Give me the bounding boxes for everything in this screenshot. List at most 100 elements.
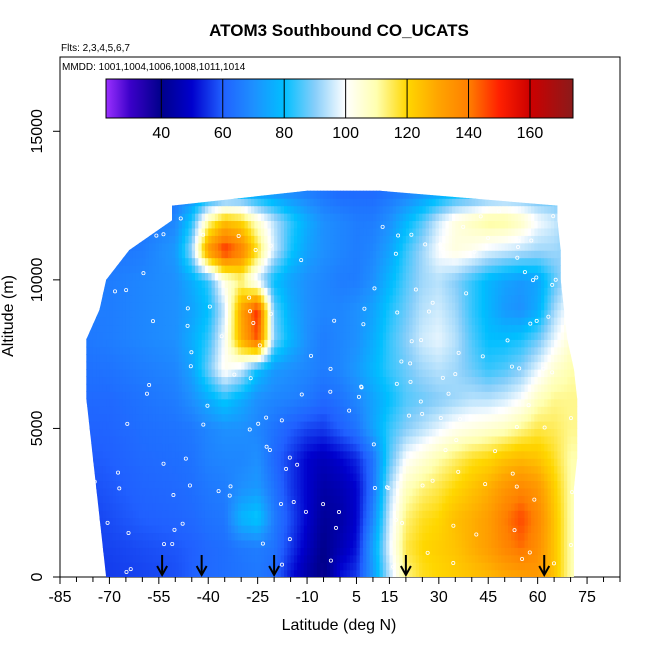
heatmap-cell [221,443,226,452]
heatmap-cell [412,346,417,355]
heatmap-cell [399,398,404,407]
heatmap-cell [353,391,358,400]
heatmap-cell [570,473,575,482]
heatmap-cell [297,502,302,511]
heatmap-cell [290,331,295,340]
heatmap-cell [211,495,216,504]
heatmap-cell [488,525,493,534]
heatmap-cell [481,361,486,370]
heatmap-cell [475,487,479,496]
heatmap-cell [303,361,308,370]
heatmap-cell [382,510,387,519]
heatmap-cell [340,473,344,482]
heatmap-cell [125,413,130,422]
heatmap-cell [356,502,361,511]
heatmap-cell [251,369,255,378]
heatmap-cell [379,517,384,526]
heatmap-cell [195,532,199,541]
heatmap-cell [316,331,321,340]
heatmap-cell [527,443,532,452]
heatmap-cell [142,413,147,422]
heatmap-cell [346,331,351,340]
heatmap-cell [201,406,206,415]
heatmap-cell [363,554,367,563]
heatmap-cell [142,443,147,452]
heatmap-cell [251,435,255,444]
heatmap-cell [181,480,186,489]
heatmap-cell [353,450,358,459]
heatmap-cell [359,369,364,378]
heatmap-cell [573,391,578,400]
heatmap-cell [297,406,302,415]
heatmap-cell [135,428,140,437]
heatmap-cell [277,465,282,474]
heatmap-cell [320,406,325,415]
heatmap-cell [442,339,447,348]
heatmap-cell [330,547,335,556]
heatmap-cell [501,495,506,504]
heatmap-cell [175,487,180,496]
heatmap-cell [155,450,160,459]
heatmap-cell [165,391,170,400]
heatmap-cell [267,331,272,340]
heatmap-cell [452,450,456,459]
heatmap-cell [158,443,163,452]
heatmap-cell [554,525,559,534]
heatmap-cell [241,495,246,504]
heatmap-cell [399,339,404,348]
heatmap-cell [139,510,143,519]
heatmap-cell [185,473,190,482]
heatmap-cell [435,487,440,496]
heatmap-cell [333,376,338,385]
heatmap-cell [468,413,473,422]
heatmap-cell [471,413,476,422]
heatmap-cell [349,480,354,489]
heatmap-cell [461,525,466,534]
heatmap-cell [445,473,450,482]
heatmap-cell [129,487,134,496]
heatmap-cell [297,383,302,392]
heatmap-cell [517,510,522,519]
heatmap-cell [264,458,269,467]
heatmap-cell [293,450,298,459]
heatmap-cell [445,502,450,511]
heatmap-cell [504,473,509,482]
heatmap-cell [550,413,555,422]
heatmap-cell [181,361,186,370]
heatmap-cell [109,413,114,422]
heatmap-cell [524,361,529,370]
heatmap-cell [260,450,265,459]
heatmap-cell [264,391,269,400]
heatmap-cell [125,331,130,340]
heatmap-cell [567,480,572,489]
heatmap-cell [237,525,242,534]
heatmap-cell [135,450,140,459]
heatmap-cell [165,383,170,392]
heatmap-cell [92,361,97,370]
heatmap-cell [270,346,275,355]
heatmap-cell [112,562,117,571]
heatmap-cell [201,383,206,392]
heatmap-cell [208,510,213,519]
heatmap-cell [241,369,246,378]
heatmap-cell [116,547,120,556]
heatmap-cell [461,539,466,548]
heatmap-cell [168,435,173,444]
heatmap-cell [346,525,351,534]
heatmap-cell [425,406,430,415]
heatmap-cell [349,435,354,444]
heatmap-cell [478,339,483,348]
heatmap-cell [145,383,150,392]
heatmap-cell [452,495,456,504]
heatmap-cell [531,539,535,548]
heatmap-cell [106,428,111,437]
heatmap-cell [116,413,120,422]
heatmap-cell [359,428,364,437]
heatmap-cell [228,480,232,489]
heatmap-cell [389,569,394,577]
heatmap-cell [310,539,315,548]
heatmap-cell [458,510,463,519]
heatmap-cell [297,354,302,363]
heatmap-cell [264,331,269,340]
heatmap-cell [481,391,486,400]
